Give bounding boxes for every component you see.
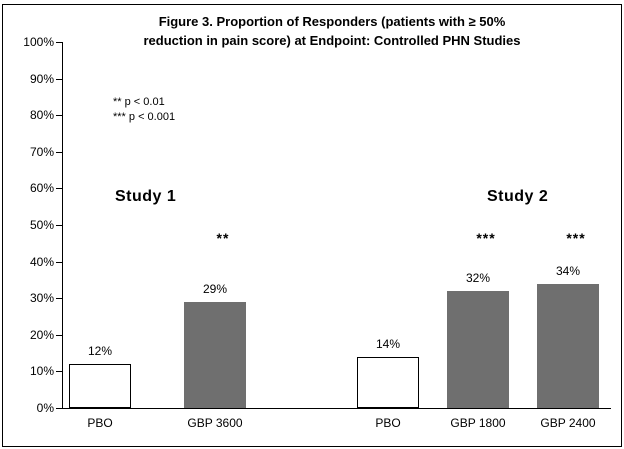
y-axis-tick-label-100pct: 100% xyxy=(23,35,54,49)
x-axis-label-gbp-3600-study-1: GBP 3600 xyxy=(187,416,243,430)
value-label-pbo-study-2: 14% xyxy=(375,336,401,351)
y-axis-tick-mark xyxy=(56,371,62,373)
y-axis-tick-mark xyxy=(56,42,62,43)
y-axis-tick-mark xyxy=(56,298,62,300)
y-axis-tick-mark xyxy=(56,115,62,117)
y-axis-tick-label-80pct: 80% xyxy=(29,108,54,123)
y-axis-tick-label-60pct: 60% xyxy=(29,181,54,196)
y-axis-tick-label-20pct: 20% xyxy=(29,327,54,342)
bar-gbp-1800-study-2 xyxy=(447,290,509,408)
y-axis-tick-label-0pct: 0% xyxy=(36,401,54,415)
pvalue-legend-line-1: ** p < 0.01 xyxy=(113,96,165,108)
x-axis-label-gbp-1800-study-2: GBP 1800 xyxy=(450,416,506,430)
significance-marker-gbp-3600-study-1: ** xyxy=(216,230,230,246)
y-axis-tick-label-90pct: 90% xyxy=(29,71,54,86)
plot-area xyxy=(62,42,611,409)
chart-title: Figure 3. Proportion of Responders (pati… xyxy=(70,12,594,50)
study-1-label: Study 1 xyxy=(115,188,177,205)
y-axis-tick-mark xyxy=(56,261,62,263)
pvalue-legend: ** p < 0.01 *** p < 0.001 xyxy=(113,95,175,125)
chart-title-line-1: Figure 3. Proportion of Responders (pati… xyxy=(158,14,506,29)
y-axis-tick-mark xyxy=(56,334,62,336)
value-label-gbp-2400-study-2: 34% xyxy=(555,263,581,278)
value-label-gbp-1800-study-2: 32% xyxy=(465,270,491,285)
y-axis-tick-label-40pct: 40% xyxy=(29,254,54,269)
y-axis-tick-mark xyxy=(56,151,62,153)
bar-pbo-study-2 xyxy=(357,356,419,408)
bar-gbp-3600-study-1 xyxy=(184,301,246,408)
x-axis-label-pbo-study-1: PBO xyxy=(87,416,113,430)
significance-marker-gbp-2400-study-2: *** xyxy=(566,230,586,246)
y-axis-tick-mark xyxy=(56,188,62,190)
study-2-label: Study 2 xyxy=(487,188,549,205)
y-axis-tick-label-10pct: 10% xyxy=(29,364,54,379)
y-axis-tick-label-50pct: 50% xyxy=(29,218,54,232)
bar-pbo-study-1 xyxy=(69,364,131,408)
significance-marker-gbp-1800-study-2: *** xyxy=(476,230,496,246)
y-axis-tick-label-70pct: 70% xyxy=(29,144,54,159)
y-axis-tick-mark xyxy=(56,78,62,80)
y-axis-tick-mark xyxy=(56,408,62,409)
bar-gbp-2400-study-2 xyxy=(537,283,599,408)
chart-title-line-2: reduction in pain score) at Endpoint: Co… xyxy=(143,33,521,48)
x-axis-label-gbp-2400-study-2: GBP 2400 xyxy=(540,416,596,430)
value-label-pbo-study-1: 12% xyxy=(87,344,113,359)
pvalue-legend-line-2: *** p < 0.001 xyxy=(113,111,176,123)
y-axis-tick-mark xyxy=(56,225,62,226)
value-label-gbp-3600-study-1: 29% xyxy=(202,281,228,296)
x-axis-label-pbo-study-2: PBO xyxy=(375,416,401,430)
y-axis-tick-label-30pct: 30% xyxy=(29,291,54,306)
